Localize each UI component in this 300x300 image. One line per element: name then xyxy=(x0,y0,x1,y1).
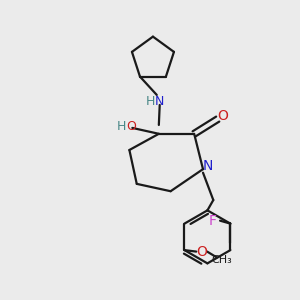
Text: N: N xyxy=(202,159,213,173)
Text: O: O xyxy=(197,244,208,259)
Text: CH₃: CH₃ xyxy=(212,255,232,265)
Text: N: N xyxy=(155,95,164,108)
Text: H: H xyxy=(117,120,126,133)
Text: O: O xyxy=(218,109,229,123)
Text: F: F xyxy=(209,214,217,228)
Text: H: H xyxy=(146,95,156,108)
Text: O: O xyxy=(127,120,136,133)
